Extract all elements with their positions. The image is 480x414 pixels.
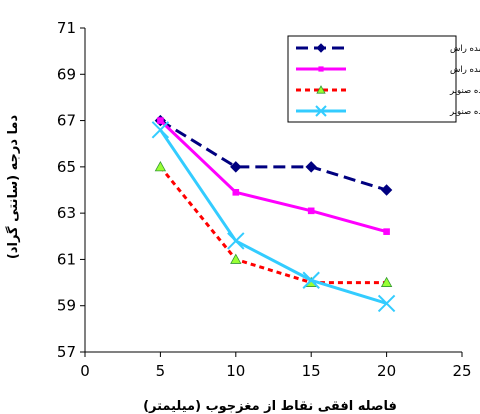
y-tick-label: 67 xyxy=(57,112,76,130)
y-tick-label: 59 xyxy=(57,297,76,315)
y-tick-label: 69 xyxy=(57,65,76,83)
x-tick-label: 25 xyxy=(452,362,471,380)
y-axis-ticks: 57 59 61 63 65 67 69 71 xyxy=(57,19,85,361)
x-tick-label: 5 xyxy=(156,362,166,380)
legend-label: حرارت اندازه گیری شده راش xyxy=(450,43,480,54)
data-point xyxy=(302,271,320,289)
legend-marker xyxy=(316,43,326,53)
x-tick-label: 20 xyxy=(377,362,396,380)
y-tick-label: 65 xyxy=(57,158,76,176)
data-point xyxy=(305,161,317,173)
data-point xyxy=(380,276,393,287)
series-4 xyxy=(151,121,396,313)
legend-box xyxy=(287,35,457,123)
data-point xyxy=(383,228,390,235)
data-point xyxy=(232,189,240,196)
data-point xyxy=(227,232,245,250)
y-tick-label: 63 xyxy=(57,204,76,222)
series-1 xyxy=(154,114,393,196)
series-line xyxy=(159,165,387,285)
chart-legend: حرارت اندازه گیری شده راش حرارت پیش بینی … xyxy=(287,35,480,123)
x-tick-label: 10 xyxy=(226,362,245,380)
series-3 xyxy=(154,161,393,287)
data-point xyxy=(230,161,242,173)
marker-stroke xyxy=(302,271,320,289)
data-point xyxy=(377,294,396,313)
legend-label: حرارت پیش بینی شده صنوبر xyxy=(449,107,480,117)
x-axis-ticks: 0 5 10 15 20 25 xyxy=(80,352,472,380)
plot-area xyxy=(151,114,396,313)
legend-label: حرارت پیش بینی شده راش xyxy=(450,65,480,75)
x-tick-label: 0 xyxy=(80,362,90,380)
legend-label: حرارت اندازه گیری شده صنوبر xyxy=(449,85,480,96)
x-axis-title: فاصله افقی نقاط از مغزجوب (میلیمتر) xyxy=(143,399,397,414)
marker-stroke xyxy=(227,232,245,250)
x-tick-label: 15 xyxy=(302,362,321,380)
series-2 xyxy=(157,117,390,235)
y-tick-label: 57 xyxy=(57,343,76,361)
marker-stroke xyxy=(315,105,327,117)
legend-marker xyxy=(315,105,327,117)
marker-stroke xyxy=(377,294,396,313)
data-point xyxy=(380,184,393,196)
data-point xyxy=(154,161,167,172)
data-point xyxy=(151,121,170,139)
legend-marker xyxy=(316,85,326,94)
data-point xyxy=(157,117,164,124)
legend-marker xyxy=(318,66,324,72)
y-tick-label: 61 xyxy=(57,250,76,268)
data-point xyxy=(230,253,242,264)
y-axis-title: دما درجه (سانتی گراد) xyxy=(5,115,21,260)
marker-stroke xyxy=(151,121,170,139)
chart-axes xyxy=(84,28,462,353)
data-point xyxy=(307,207,315,215)
y-tick-label: 71 xyxy=(57,19,76,37)
series-line xyxy=(159,119,388,192)
series-line xyxy=(159,119,387,234)
series-line xyxy=(159,128,388,305)
